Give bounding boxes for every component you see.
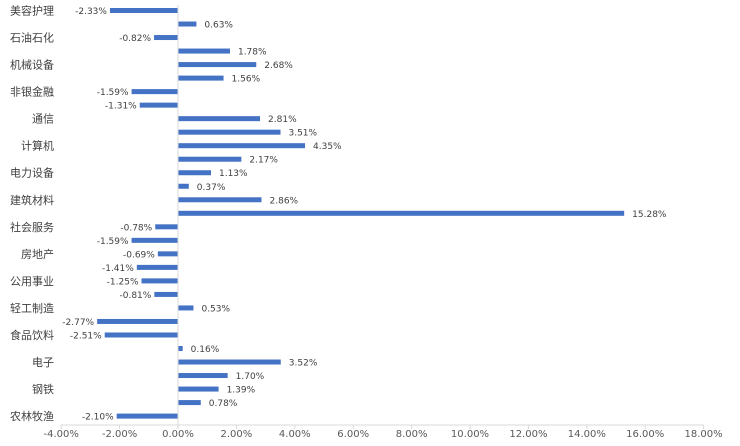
data-label: -1.59%: [97, 88, 129, 98]
bar: [178, 156, 242, 162]
bars-group: [97, 8, 625, 419]
category-label: 轻工制造: [10, 301, 54, 315]
bar: [178, 346, 183, 351]
bar: [178, 197, 262, 203]
category-label: 公用事业: [10, 275, 54, 288]
category-label: 钢铁: [32, 383, 54, 396]
category-label: 美容护理: [10, 4, 54, 18]
bar: [154, 291, 178, 297]
data-label: -1.25%: [107, 277, 139, 287]
data-label: 0.37%: [197, 183, 226, 193]
bar: [136, 264, 178, 270]
bar: [178, 183, 189, 189]
data-label: -0.78%: [120, 223, 152, 233]
data-label: 2.86%: [270, 196, 299, 206]
x-tick-label: 6.00%: [337, 429, 369, 440]
category-label: 电子: [32, 356, 54, 369]
data-label: 0.63%: [204, 21, 233, 31]
x-tick-label: 12.00%: [509, 429, 547, 440]
data-label: 0.16%: [191, 345, 220, 355]
category-label: 建筑材料: [10, 193, 54, 207]
category-label: 计算机: [21, 139, 54, 153]
data-label: 2.17%: [249, 156, 278, 166]
category-label: 社会服务: [10, 220, 54, 234]
bar: [178, 400, 201, 406]
data-label: -2.33%: [75, 7, 107, 17]
bar: [178, 143, 306, 149]
bar: [178, 305, 194, 311]
bar: [155, 224, 178, 230]
data-label: -1.31%: [105, 102, 137, 112]
data-label: 1.70%: [236, 372, 265, 382]
data-label: 2.68%: [264, 61, 293, 71]
bar: [104, 332, 178, 338]
x-tick-label: 18.00%: [685, 429, 723, 440]
bar: [178, 48, 230, 54]
x-tick-label: 10.00%: [451, 429, 489, 440]
data-label: 2.81%: [268, 115, 297, 125]
bar: [154, 35, 178, 41]
data-label: -0.82%: [119, 34, 151, 44]
data-label: 15.28%: [632, 210, 667, 220]
category-label: 通信: [32, 113, 54, 126]
bar: [178, 359, 281, 365]
data-label: 4.35%: [313, 142, 342, 152]
bar: [178, 21, 197, 27]
bar: [97, 318, 178, 324]
data-labels-group: -2.33% 0.63% -0.82% 1.78% 2.68%1.56% -1.59% -1…: [62, 7, 667, 423]
x-tick-label: 14.00%: [568, 429, 606, 440]
x-tick-label: 8.00%: [396, 429, 428, 440]
category-label: 农林牧渔: [10, 409, 54, 423]
x-tick-label: 2.00%: [221, 429, 253, 440]
x-tick-label: -2.00%: [102, 429, 137, 440]
data-label: -2.77%: [62, 318, 94, 328]
bar: [178, 75, 224, 81]
bar: [109, 8, 178, 13]
data-label: -2.51%: [70, 331, 102, 341]
bar: [141, 278, 178, 284]
bar: [178, 386, 219, 392]
category-label: 食品饮料: [10, 328, 54, 342]
x-tick-label: 0.00%: [162, 429, 194, 440]
data-label: 3.52%: [289, 359, 318, 369]
bar: [178, 129, 281, 135]
bar: [178, 170, 211, 176]
bar: [157, 251, 178, 257]
bar: [131, 89, 178, 95]
bar: [139, 102, 178, 108]
data-label: 1.56%: [232, 75, 261, 85]
bar: [178, 116, 261, 122]
category-label: 电力设备: [10, 166, 54, 180]
data-label: -0.69%: [123, 250, 155, 260]
category-labels-group: 美容护理石油石化机械设备非银金融通信计算机电力设备建筑材料社会服务房地产公用事业…: [10, 4, 54, 424]
data-label: 0.78%: [209, 399, 238, 409]
data-label: 1.39%: [227, 386, 256, 396]
data-label: 1.78%: [238, 48, 267, 58]
data-label: 3.51%: [288, 129, 317, 139]
data-label: 0.53%: [201, 304, 230, 314]
category-label: 房地产: [21, 247, 54, 261]
data-label: -0.81%: [120, 291, 152, 301]
category-label: 机械设备: [10, 58, 54, 72]
bar: [131, 237, 178, 243]
x-tick-label: -4.00%: [44, 429, 79, 440]
category-label: 非银金融: [10, 85, 54, 99]
data-label: -1.59%: [97, 237, 129, 247]
x-axis: -4.00% -2.00% 0.00% 2.00% 4.00% 6.00% 8.00% 10.…: [44, 5, 723, 440]
bar: [116, 413, 178, 419]
bar: [178, 62, 257, 68]
x-tick-label: 16.00%: [626, 429, 664, 440]
data-label: -1.41%: [102, 264, 134, 274]
category-label: 石油石化: [10, 31, 54, 45]
x-tick-label: 4.00%: [279, 429, 311, 440]
data-label: 1.13%: [219, 169, 248, 179]
bar: [178, 373, 228, 379]
bar: [178, 210, 625, 216]
data-label: -2.10%: [82, 413, 114, 423]
